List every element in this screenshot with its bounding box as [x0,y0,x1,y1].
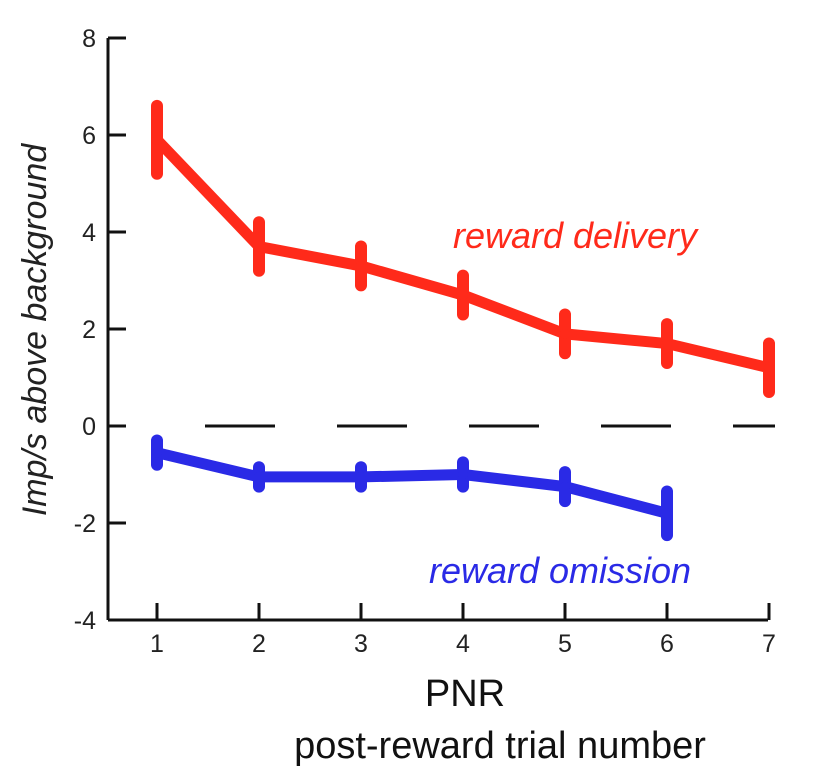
series-label-reward-omission: reward omission [429,550,691,591]
data-point [458,290,468,301]
data-point [356,471,366,482]
data-point [152,134,162,145]
x-tick-label: 4 [456,630,470,658]
y-tick-label: -4 [74,607,96,635]
y-tick-label: 6 [82,122,96,150]
x-tick-label: 3 [354,630,368,658]
data-point [254,471,264,482]
x-tick-label: 7 [762,630,776,658]
x-tick-label: 2 [252,630,266,658]
y-tick-label: 4 [82,219,96,247]
data-point [662,338,672,349]
x-axis-sublabel: post-reward trial number [294,725,706,767]
data-point [764,362,774,373]
y-tick-label: 8 [82,25,96,53]
data-point [560,481,570,492]
y-ticks: 8 6 4 2 0 -2 -4 [74,25,126,635]
data-point [356,260,366,271]
series-label-reward-delivery: reward delivery [453,215,699,256]
x-tick-label: 5 [558,630,572,658]
data-point [254,241,264,252]
y-tick-label: 2 [82,316,96,344]
y-axis: 8 6 4 2 0 -2 -4 [74,25,126,635]
series-reward-omission [151,434,673,542]
data-point [560,328,570,339]
x-axis-label: PNR [425,673,505,715]
series-line-reward-omission [151,447,673,519]
y-tick-label: 0 [82,413,96,441]
series-reward-delivery [151,99,775,399]
data-point [458,469,468,480]
y-axis-label: Imp/s above background [16,143,54,516]
x-tick-label: 6 [660,630,674,658]
data-point [662,508,672,519]
x-axis: 1 2 3 4 5 6 7 [108,603,776,658]
x-ticks: 1 2 3 4 5 6 7 [150,603,776,658]
series-layer [151,99,775,542]
data-point [152,447,162,458]
x-tick-label: 1 [150,630,164,658]
y-tick-label: -2 [74,510,96,538]
